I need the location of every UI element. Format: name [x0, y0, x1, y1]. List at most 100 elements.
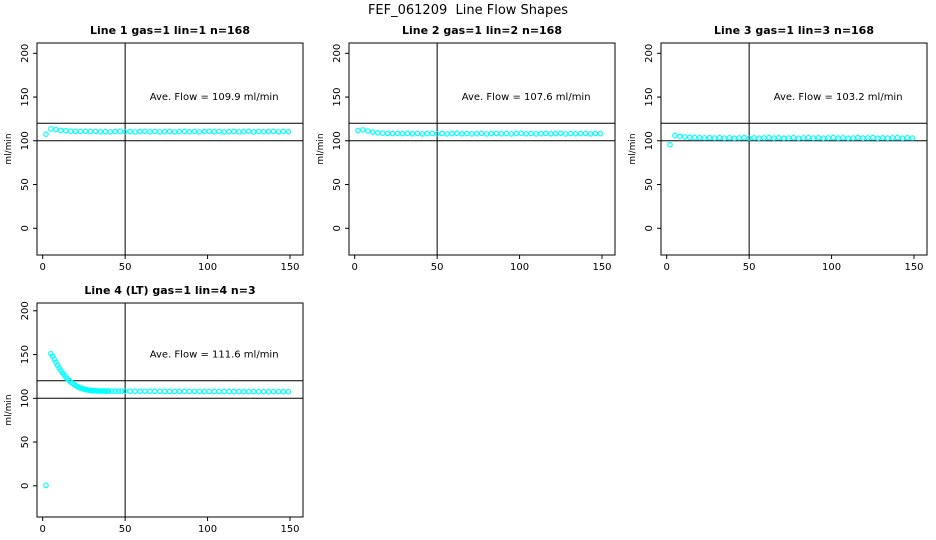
x-axis-tick-label: 150 — [280, 524, 299, 535]
data-point — [280, 388, 287, 395]
data-point — [161, 388, 168, 395]
data-point — [211, 129, 218, 135]
data-point — [711, 135, 718, 141]
y-axis-tick-label: 100 — [332, 131, 343, 150]
data-point — [488, 130, 495, 137]
panel-title: Line 3 gas=1 lin=3 n=168 — [714, 24, 874, 37]
y-axis-tick-label: 150 — [20, 345, 31, 364]
data-point — [280, 128, 287, 135]
panel-title: Line 2 gas=1 lin=2 n=168 — [402, 24, 562, 37]
data-point — [800, 135, 807, 141]
y-axis-tick-label: 0 — [332, 225, 343, 231]
data-point — [152, 128, 158, 135]
data-point — [127, 128, 133, 135]
data-point — [681, 134, 688, 140]
data-point — [855, 134, 861, 141]
data-point — [57, 127, 64, 134]
data-point — [508, 131, 515, 137]
data-point — [667, 141, 673, 148]
data-point — [543, 130, 549, 137]
data-point — [399, 130, 406, 137]
data-point — [687, 134, 693, 141]
x-axis-tick-label: 0 — [40, 262, 46, 270]
x-axis-tick-label: 0 — [664, 262, 670, 270]
x-axis-tick-label: 100 — [510, 262, 529, 270]
data-point — [498, 131, 505, 137]
panel-title: Line 1 gas=1 lin=1 n=168 — [90, 24, 250, 37]
data-point — [166, 128, 173, 135]
data-point — [815, 135, 822, 141]
data-point — [746, 135, 752, 141]
data-point — [592, 130, 599, 137]
data-point — [379, 130, 386, 137]
data-point — [454, 130, 460, 137]
data-point — [691, 134, 698, 141]
data-point — [434, 131, 440, 137]
y-axis-tick-label: 200 — [20, 44, 31, 63]
data-point — [355, 127, 361, 134]
data-point — [221, 388, 227, 395]
data-point — [741, 134, 748, 141]
y-axis-tick-label: 150 — [644, 88, 655, 107]
data-point — [528, 130, 534, 137]
y-axis-tick-label: 150 — [332, 88, 343, 107]
x-axis-tick-label: 50 — [743, 262, 756, 270]
data-point — [597, 130, 604, 137]
x-axis-tick-label: 150 — [592, 262, 611, 270]
data-point — [250, 129, 257, 135]
data-point — [147, 388, 153, 395]
data-point — [241, 128, 247, 135]
data-point — [562, 131, 569, 137]
data-point — [414, 130, 421, 137]
data-point — [236, 388, 242, 395]
data-point — [122, 129, 128, 135]
plot-box — [36, 42, 304, 256]
data-point — [186, 129, 193, 135]
data-point — [577, 130, 584, 137]
data-point — [77, 128, 84, 135]
data-point — [870, 134, 876, 141]
plot-box — [348, 42, 616, 256]
y-axis-label: ml/min — [628, 133, 638, 164]
y-axis-tick-label: 0 — [20, 483, 31, 489]
data-point — [176, 128, 183, 135]
data-point — [840, 135, 846, 141]
data-point — [275, 129, 282, 135]
y-axis-tick-label: 0 — [644, 225, 655, 231]
y-axis-tick-label: 50 — [644, 178, 655, 191]
data-point — [439, 130, 445, 137]
data-point — [365, 128, 371, 134]
data-point — [776, 135, 782, 141]
data-point — [701, 135, 708, 141]
data-point — [751, 135, 757, 141]
data-point — [112, 128, 119, 135]
data-point — [360, 127, 366, 133]
data-point — [375, 130, 381, 136]
x-axis-tick-label: 150 — [280, 262, 299, 270]
data-point — [726, 135, 733, 141]
data-point — [127, 388, 133, 395]
data-point — [795, 135, 802, 142]
data-point — [394, 130, 401, 137]
data-point — [171, 129, 178, 135]
data-point — [825, 135, 832, 141]
data-point — [92, 128, 99, 135]
data-point — [771, 135, 777, 141]
data-point — [105, 388, 112, 394]
data-point — [142, 128, 148, 135]
data-point — [53, 126, 59, 133]
data-point — [226, 388, 232, 395]
data-point — [221, 129, 227, 135]
data-point — [538, 130, 544, 137]
y-axis-tick-label: 100 — [644, 131, 655, 150]
x-axis-tick-label: 50 — [119, 262, 132, 270]
data-point — [513, 130, 520, 137]
data-point — [196, 129, 203, 135]
data-point — [285, 128, 292, 135]
data-point — [874, 135, 881, 142]
data-point — [553, 130, 559, 137]
x-axis-tick-label: 100 — [198, 262, 217, 270]
data-point — [201, 388, 208, 395]
data-point — [246, 128, 252, 135]
